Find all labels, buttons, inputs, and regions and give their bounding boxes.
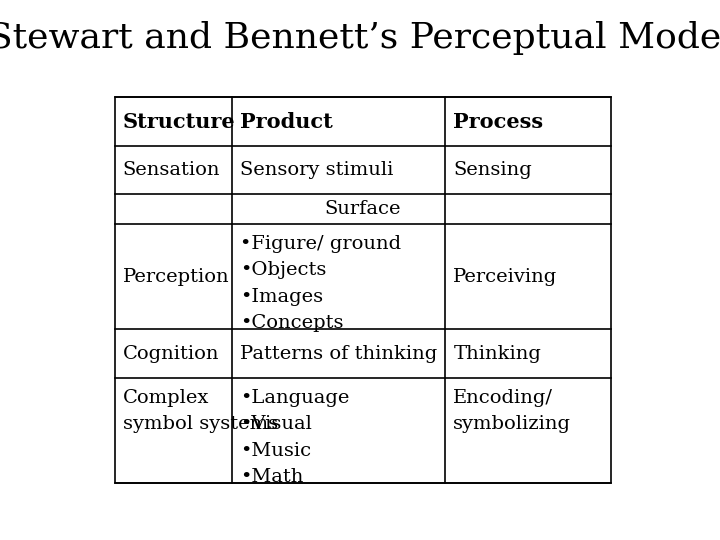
Text: Perceiving: Perceiving	[454, 268, 557, 286]
Text: Process: Process	[454, 111, 544, 132]
Text: •Language
•Visual
•Music
•Math: •Language •Visual •Music •Math	[240, 389, 349, 486]
Text: Encoding/
symbolizing: Encoding/ symbolizing	[454, 389, 571, 433]
Text: Structure: Structure	[122, 111, 235, 132]
Text: Sensory stimuli: Sensory stimuli	[240, 161, 393, 179]
Text: Patterns of thinking: Patterns of thinking	[240, 345, 437, 363]
Text: Cognition: Cognition	[122, 345, 220, 363]
Text: Perception: Perception	[122, 268, 230, 286]
Text: •Figure/ ground
•Objects
•Images
•Concepts: •Figure/ ground •Objects •Images •Concep…	[240, 235, 401, 332]
Text: Stewart and Bennett’s Perceptual Model: Stewart and Bennett’s Perceptual Model	[0, 21, 720, 55]
Bar	[114, 97, 611, 483]
Text: Product: Product	[240, 111, 333, 132]
Text: Sensation: Sensation	[122, 161, 220, 179]
Text: Complex
symbol systems: Complex symbol systems	[122, 389, 278, 433]
Text: Surface: Surface	[325, 200, 401, 218]
Text: Sensing: Sensing	[454, 161, 532, 179]
Text: Thinking: Thinking	[454, 345, 541, 363]
